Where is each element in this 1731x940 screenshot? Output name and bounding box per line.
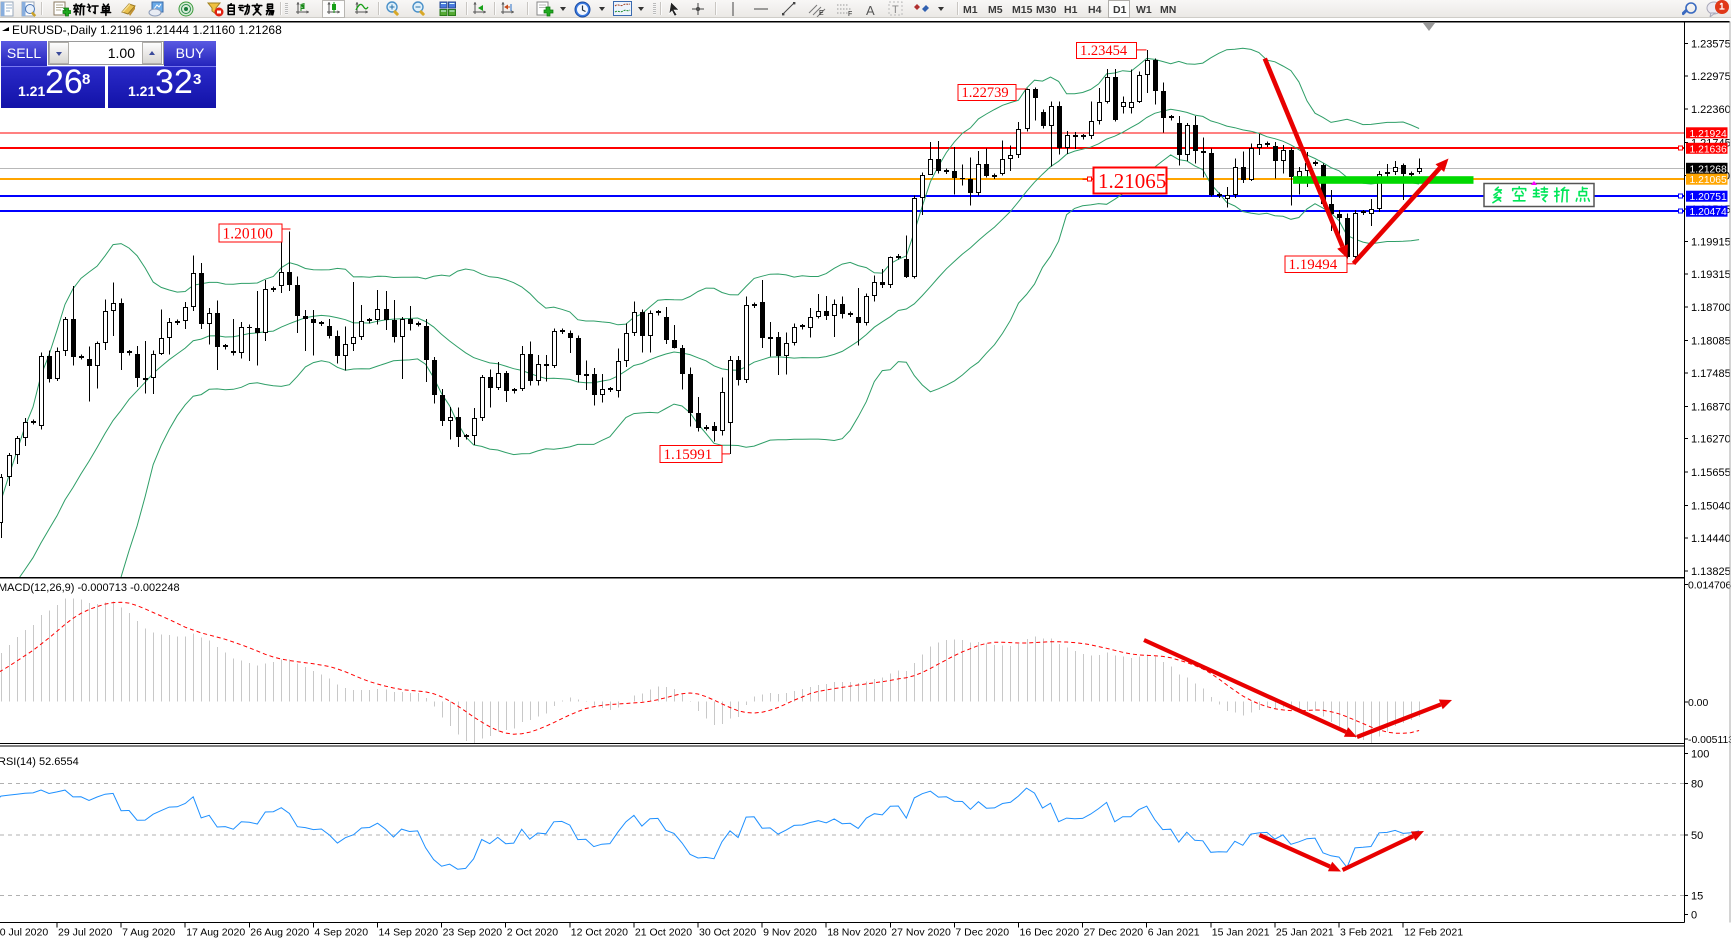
svg-text:1.20474: 1.20474 bbox=[1690, 207, 1727, 218]
svg-text:12 Feb 2021: 12 Feb 2021 bbox=[1404, 927, 1463, 939]
svg-text:20 Jul 2020: 20 Jul 2020 bbox=[0, 927, 48, 939]
svg-text:1.16270: 1.16270 bbox=[1691, 434, 1731, 446]
svg-text:100: 100 bbox=[1691, 749, 1709, 761]
svg-text:29 Jul 2020: 29 Jul 2020 bbox=[58, 927, 112, 939]
svg-text:MACD(12,26,9) -0.000713 -0.002: MACD(12,26,9) -0.000713 -0.002248 bbox=[0, 582, 180, 594]
svg-text:1.20751: 1.20751 bbox=[1690, 192, 1727, 203]
svg-text:1.23575: 1.23575 bbox=[1691, 38, 1731, 50]
svg-text:1.15991: 1.15991 bbox=[664, 447, 713, 463]
svg-text:1.16870: 1.16870 bbox=[1691, 401, 1731, 413]
svg-text:7 Aug 2020: 7 Aug 2020 bbox=[122, 927, 175, 939]
svg-text:27 Dec 2020: 27 Dec 2020 bbox=[1084, 927, 1144, 939]
svg-text:1.19494: 1.19494 bbox=[1289, 257, 1338, 273]
svg-text:17 Aug 2020: 17 Aug 2020 bbox=[186, 927, 245, 939]
svg-text:1.20100: 1.20100 bbox=[223, 226, 274, 243]
svg-text:21 Oct 2020: 21 Oct 2020 bbox=[635, 927, 692, 939]
svg-text:14 Sep 2020: 14 Sep 2020 bbox=[379, 927, 439, 939]
svg-text:4 Sep 2020: 4 Sep 2020 bbox=[314, 927, 368, 939]
svg-text:1.23454: 1.23454 bbox=[1080, 43, 1128, 59]
svg-text:-0.005113: -0.005113 bbox=[1688, 735, 1731, 746]
svg-text:6 Jan 2021: 6 Jan 2021 bbox=[1148, 927, 1200, 939]
svg-text:T: T bbox=[892, 4, 899, 16]
svg-text:1.19315: 1.19315 bbox=[1691, 269, 1731, 281]
svg-text:1.22975: 1.22975 bbox=[1691, 71, 1731, 83]
svg-text:1.21065: 1.21065 bbox=[1098, 169, 1166, 193]
svg-text:EURUSD-,Daily 1.21196 1.21444: EURUSD-,Daily 1.21196 1.21444 1.21160 1.… bbox=[12, 23, 282, 37]
svg-text:30 Oct 2020: 30 Oct 2020 bbox=[699, 927, 756, 939]
svg-text:0.00: 0.00 bbox=[1688, 698, 1708, 709]
svg-text:50: 50 bbox=[1691, 830, 1703, 842]
svg-text:15: 15 bbox=[1691, 890, 1703, 902]
svg-text:25 Jan 2021: 25 Jan 2021 bbox=[1276, 927, 1334, 939]
svg-text:1.18085: 1.18085 bbox=[1691, 336, 1731, 348]
svg-text:1.22739: 1.22739 bbox=[962, 85, 1009, 101]
svg-text:E: E bbox=[819, 10, 824, 17]
svg-text:1.15040: 1.15040 bbox=[1691, 500, 1731, 512]
svg-text:23 Sep 2020: 23 Sep 2020 bbox=[443, 927, 503, 939]
svg-text:1.21924: 1.21924 bbox=[1690, 129, 1727, 140]
svg-text:15 Jan 2021: 15 Jan 2021 bbox=[1212, 927, 1270, 939]
svg-text:F: F bbox=[848, 11, 852, 17]
svg-text:0.014706: 0.014706 bbox=[1688, 581, 1731, 592]
svg-text:1.21065: 1.21065 bbox=[1690, 175, 1727, 186]
svg-text:1.13825: 1.13825 bbox=[1691, 566, 1731, 578]
svg-text:2 Oct 2020: 2 Oct 2020 bbox=[507, 927, 559, 939]
svg-text:9 Nov 2020: 9 Nov 2020 bbox=[763, 927, 817, 939]
svg-text:7 Dec 2020: 7 Dec 2020 bbox=[955, 927, 1009, 939]
svg-text:1.17485: 1.17485 bbox=[1691, 368, 1731, 380]
svg-text:80: 80 bbox=[1691, 779, 1703, 791]
svg-text:RSI(14) 52.6554: RSI(14) 52.6554 bbox=[0, 756, 79, 768]
svg-text:0: 0 bbox=[1691, 910, 1697, 922]
svg-text:1.21268: 1.21268 bbox=[1690, 164, 1727, 175]
svg-text:16 Dec 2020: 16 Dec 2020 bbox=[1020, 927, 1080, 939]
svg-text:1.18700: 1.18700 bbox=[1691, 302, 1731, 314]
svg-text:3 Feb 2021: 3 Feb 2021 bbox=[1340, 927, 1393, 939]
svg-text:1.15655: 1.15655 bbox=[1691, 467, 1731, 479]
svg-text:1.14440: 1.14440 bbox=[1691, 533, 1731, 545]
svg-text:1.19915: 1.19915 bbox=[1691, 237, 1731, 249]
svg-text:1.22360: 1.22360 bbox=[1691, 104, 1731, 116]
svg-text:26 Aug 2020: 26 Aug 2020 bbox=[250, 927, 309, 939]
svg-text:27 Nov 2020: 27 Nov 2020 bbox=[891, 927, 951, 939]
svg-text:12 Oct 2020: 12 Oct 2020 bbox=[571, 927, 628, 939]
svg-text:18 Nov 2020: 18 Nov 2020 bbox=[827, 927, 887, 939]
svg-text:1.21636: 1.21636 bbox=[1690, 144, 1727, 155]
